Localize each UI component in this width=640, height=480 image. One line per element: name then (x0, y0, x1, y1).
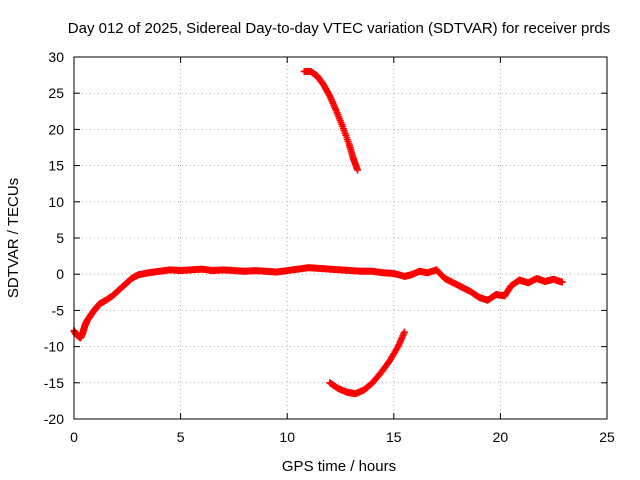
y-axis-label: SDTVAR / TECUs (5, 178, 22, 298)
chart-title: Day 012 of 2025, Sidereal Day-to-day VTE… (68, 20, 610, 37)
axis-ticks: 0 5 10 15 20 25 -20 -15 -10 -5 0 5 10 15 20 25 30 (44, 49, 615, 445)
series-upper-arc (300, 67, 362, 174)
y-tick-label: 5 (56, 230, 64, 246)
x-axis-label: GPS time / hours (282, 458, 396, 475)
y-tick-label: 25 (48, 85, 64, 101)
data-point (558, 278, 566, 286)
y-tick-label: 20 (48, 121, 64, 137)
x-tick-label: 10 (279, 429, 295, 445)
data-point (400, 328, 408, 336)
x-tick-label: 20 (493, 429, 509, 445)
y-tick-label: 30 (48, 49, 64, 65)
x-tick-label: 25 (599, 429, 615, 445)
y-tick-label: 0 (56, 266, 64, 282)
y-tick-label: 10 (48, 194, 64, 210)
data-points (70, 67, 566, 398)
y-tick-label: -20 (44, 411, 64, 427)
series-lower-arc (326, 328, 408, 398)
y-tick-label: -10 (44, 339, 64, 355)
x-tick-label: 0 (70, 429, 78, 445)
y-tick-label: -5 (52, 302, 65, 318)
x-tick-label: 5 (177, 429, 185, 445)
x-tick-label: 15 (386, 429, 402, 445)
y-tick-label: -15 (44, 375, 64, 391)
data-point (354, 166, 362, 174)
grid-lines (74, 57, 607, 419)
y-tick-label: 15 (48, 158, 64, 174)
